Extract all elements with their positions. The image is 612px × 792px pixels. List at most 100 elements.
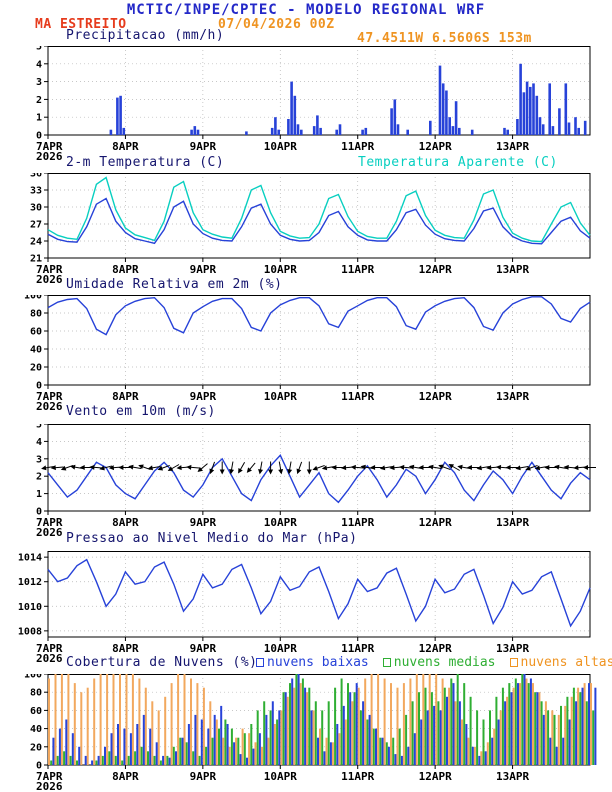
svg-text:60: 60: [30, 327, 42, 338]
svg-text:7APR: 7APR: [36, 770, 63, 783]
svg-text:60: 60: [30, 706, 42, 717]
svg-text:10APR: 10APR: [264, 390, 297, 403]
svg-text:11APR: 11APR: [341, 642, 374, 655]
svg-text:0: 0: [36, 507, 42, 518]
svg-text:20: 20: [30, 363, 42, 374]
mid-clouds-swatch-icon: [382, 658, 391, 667]
svg-text:12APR: 12APR: [419, 516, 452, 529]
legend-low-clouds-label: nuvens baixas: [267, 655, 369, 670]
svg-text:11APR: 11APR: [341, 516, 374, 529]
svg-text:2026: 2026: [36, 652, 63, 665]
svg-text:7APR: 7APR: [36, 642, 63, 655]
svg-text:0: 0: [36, 381, 42, 392]
svg-text:10APR: 10APR: [264, 516, 297, 529]
svg-text:7APR: 7APR: [36, 516, 63, 529]
svg-text:7APR: 7APR: [36, 140, 63, 153]
svg-text:33: 33: [30, 186, 42, 197]
svg-text:13APR: 13APR: [496, 770, 529, 783]
svg-text:2026: 2026: [36, 150, 63, 163]
svg-text:21: 21: [30, 254, 42, 265]
svg-text:11APR: 11APR: [341, 390, 374, 403]
svg-text:80: 80: [30, 688, 42, 699]
svg-text:1010: 1010: [18, 602, 42, 613]
svg-text:8APR: 8APR: [112, 642, 139, 655]
svg-text:9APR: 9APR: [190, 516, 217, 529]
header-station: MA ESTREITO: [35, 17, 127, 32]
svg-text:13APR: 13APR: [496, 516, 529, 529]
legend-low-clouds: nuvens baixas: [256, 655, 369, 670]
low-clouds-swatch-icon: [256, 658, 264, 667]
svg-text:10APR: 10APR: [264, 770, 297, 783]
svg-text:1: 1: [36, 489, 42, 500]
svg-text:2026: 2026: [36, 526, 63, 539]
header-location: 47.4511W 6.5606S 153m: [357, 31, 532, 46]
svg-text:0: 0: [36, 761, 42, 772]
svg-text:2: 2: [36, 472, 42, 483]
svg-text:10APR: 10APR: [264, 140, 297, 153]
svg-text:4: 4: [36, 59, 42, 70]
svg-text:11APR: 11APR: [341, 140, 374, 153]
svg-text:7APR: 7APR: [36, 390, 63, 403]
svg-text:24: 24: [30, 237, 42, 248]
svg-text:2026: 2026: [36, 780, 63, 792]
svg-text:36: 36: [30, 173, 42, 180]
svg-text:40: 40: [30, 724, 42, 735]
svg-text:8APR: 8APR: [112, 263, 139, 276]
svg-text:3: 3: [36, 454, 42, 465]
svg-text:1008: 1008: [18, 626, 42, 637]
panel-title-wind: Vento em 10m (m/s): [66, 404, 216, 419]
apparent-temperature-legend: Temperatura Aparente (C): [358, 155, 558, 170]
svg-text:2026: 2026: [36, 273, 63, 286]
svg-text:0: 0: [36, 131, 42, 142]
panel-title-pressure: Pressao ao Nivel Medio do Mar (hPa): [66, 531, 358, 546]
svg-text:40: 40: [30, 345, 42, 356]
svg-text:8APR: 8APR: [112, 770, 139, 783]
svg-text:5: 5: [36, 46, 42, 53]
svg-text:12APR: 12APR: [419, 390, 452, 403]
svg-text:4: 4: [36, 437, 42, 448]
svg-text:13APR: 13APR: [496, 140, 529, 153]
svg-text:2026: 2026: [36, 400, 63, 413]
high-clouds-swatch-icon: [509, 658, 518, 667]
svg-text:11APR: 11APR: [341, 770, 374, 783]
svg-text:12APR: 12APR: [419, 770, 452, 783]
svg-text:1012: 1012: [18, 577, 42, 588]
svg-text:3: 3: [36, 77, 42, 88]
cloud-legend: nuvens baixas nuvens medias nuvens altas: [256, 655, 612, 670]
panel-title-clouds: Cobertura de Nuvens (%): [66, 655, 258, 670]
legend-high-clouds: nuvens altas: [509, 655, 612, 670]
panel-title-precipitation: Precipitacao (mm/h): [66, 28, 225, 43]
svg-text:13APR: 13APR: [496, 263, 529, 276]
legend-high-clouds-label: nuvens altas: [520, 655, 612, 670]
svg-text:27: 27: [30, 220, 42, 231]
svg-text:5: 5: [36, 424, 42, 431]
legend-mid-clouds-label: nuvens medias: [393, 655, 496, 670]
header-title: MCTIC/INPE/CPTEC - MODELO REGIONAL WRF: [126, 2, 486, 18]
panel-title-humidity: Umidade Relativa em 2m (%): [66, 277, 283, 292]
svg-text:9APR: 9APR: [190, 642, 217, 655]
svg-text:80: 80: [30, 309, 42, 320]
legend-mid-clouds: nuvens medias: [382, 655, 496, 670]
svg-text:9APR: 9APR: [190, 263, 217, 276]
svg-text:100: 100: [24, 295, 42, 302]
svg-text:9APR: 9APR: [190, 140, 217, 153]
svg-text:12APR: 12APR: [419, 140, 452, 153]
svg-text:13APR: 13APR: [496, 390, 529, 403]
svg-text:7APR: 7APR: [36, 263, 63, 276]
svg-text:2: 2: [36, 95, 42, 106]
panel-title-temperature: 2-m Temperatura (C): [66, 155, 225, 170]
svg-text:30: 30: [30, 203, 42, 214]
svg-text:13APR: 13APR: [496, 642, 529, 655]
svg-text:9APR: 9APR: [190, 770, 217, 783]
svg-text:100: 100: [24, 674, 42, 681]
svg-text:1: 1: [36, 113, 42, 124]
svg-text:11APR: 11APR: [341, 263, 374, 276]
svg-text:8APR: 8APR: [112, 516, 139, 529]
